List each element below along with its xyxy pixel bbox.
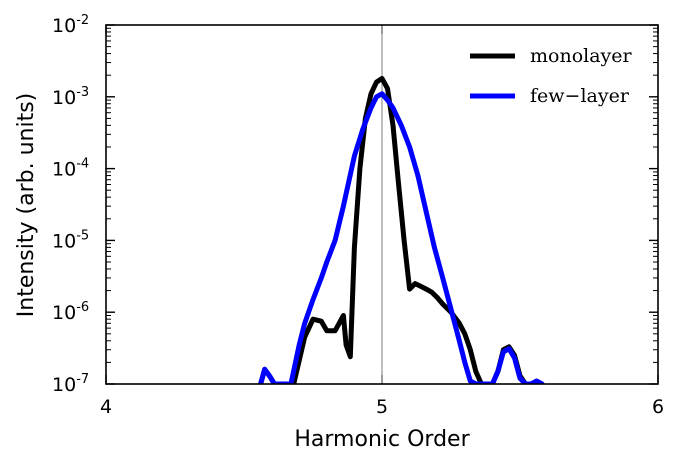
y-tick-label: 10-3	[52, 85, 89, 109]
y-axis-title: Intensity (arb. units)	[14, 93, 39, 317]
plot-frame	[105, 24, 659, 385]
y-tick-base: 10	[52, 374, 76, 396]
y-tick-base: 10	[52, 15, 76, 37]
legend-label: monolayer	[530, 45, 633, 67]
x-tick-label: 6	[652, 396, 664, 418]
y-tick-exponent: -2	[76, 13, 89, 28]
x-tick-label: 4	[100, 396, 112, 418]
y-tick-labels: 10-710-610-510-410-310-2	[52, 13, 89, 396]
y-tick-base: 10	[52, 302, 76, 324]
series-line-few-layer	[258, 91, 545, 384]
y-tick-base: 10	[52, 87, 76, 109]
series-layer	[258, 76, 545, 384]
x-tick-label: 5	[376, 396, 388, 418]
y-tick-label: 10-7	[52, 372, 89, 396]
y-tick-exponent: -5	[76, 228, 89, 243]
y-tick-exponent: -6	[76, 300, 89, 315]
y-tick-exponent: -7	[76, 372, 89, 387]
y-tick-label: 10-2	[52, 13, 89, 37]
x-axis-title: Harmonic Order	[294, 427, 470, 451]
y-tick-label: 10-5	[52, 228, 89, 252]
y-tick-base: 10	[52, 230, 76, 252]
y-tick-exponent: -4	[76, 157, 89, 172]
y-tick-label: 10-6	[52, 300, 89, 324]
legend-label: few−layer	[530, 85, 630, 107]
y-tick-exponent: -3	[76, 85, 89, 100]
legend: monolayer few−layer	[470, 45, 633, 107]
series-line-monolayer	[258, 76, 528, 384]
y-tick-base: 10	[52, 159, 76, 181]
y-tick-label: 10-4	[52, 157, 89, 181]
x-tick-labels: 4 5 6	[100, 396, 664, 418]
